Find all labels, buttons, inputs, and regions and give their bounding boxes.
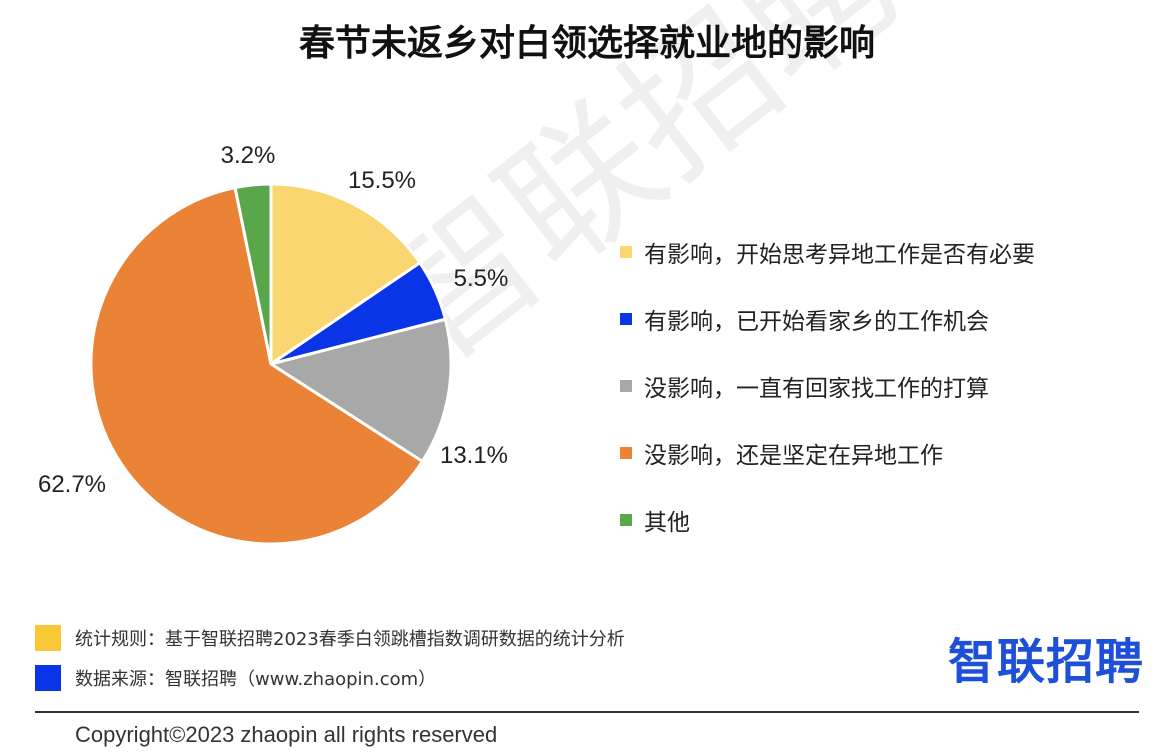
pie-chart: 15.5% 5.5% 13.1% 62.7% 3.2%: [38, 142, 509, 546]
legend-item-5: 其他: [620, 486, 1035, 553]
note-stat-rule-swatch: [35, 625, 61, 651]
note-data-source-swatch: [35, 665, 61, 691]
note-data-source: 数据来源：智联招聘（www.zhaopin.com）: [35, 663, 625, 693]
pie-slice-4: [89, 185, 425, 546]
legend-label-2: 有影响，已开始看家乡的工作机会: [644, 308, 989, 335]
legend-swatch-1: [620, 245, 632, 258]
pie-slice-1: [269, 182, 422, 367]
legend-item-2: 有影响，已开始看家乡的工作机会: [620, 285, 1035, 352]
note-stat-rule: 统计规则：基于智联招聘2023春季白领跳槽指数调研数据的统计分析: [35, 623, 625, 653]
note-data-source-text: 数据来源：智联招聘（www.zhaopin.com）: [75, 669, 437, 690]
legend-item-1: 有影响，开始思考异地工作是否有必要: [620, 218, 1035, 285]
legend-label-1: 有影响，开始思考异地工作是否有必要: [644, 241, 1035, 268]
legend-label-5: 其他: [644, 509, 690, 536]
legend-swatch-2: [620, 312, 632, 325]
legend-swatch-5: [620, 513, 632, 526]
slice-percent-label-1: 15.5%: [348, 167, 416, 194]
pie-slice-5: [233, 182, 273, 365]
legend-label-4: 没影响，还是坚定在异地工作: [644, 442, 943, 469]
footer-notes: 统计规则：基于智联招聘2023春季白领跳槽指数调研数据的统计分析 数据来源：智联…: [35, 623, 625, 703]
chart-title: 春节未返乡对白领选择就业地的影响: [298, 23, 875, 64]
pie-slice-3: [267, 317, 453, 464]
legend-swatch-3: [620, 379, 632, 392]
legend-label-3: 没影响，一直有回家找工作的打算: [644, 375, 989, 402]
slice-percent-label-4: 62.7%: [38, 471, 106, 498]
slice-percent-label-5: 3.2%: [221, 142, 276, 169]
footer-divider: [35, 711, 1139, 713]
legend-swatch-4: [620, 446, 632, 459]
note-stat-rule-text: 统计规则：基于智联招聘2023春季白领跳槽指数调研数据的统计分析: [75, 629, 625, 650]
chart-legend: 有影响，开始思考异地工作是否有必要 有影响，已开始看家乡的工作机会 没影响，一直有回…: [620, 218, 1035, 553]
slice-percent-label-2: 5.5%: [454, 265, 509, 292]
copyright-text: Copyright©2023 zhaopin all rights reserv…: [75, 722, 498, 747]
legend-item-4: 没影响，还是坚定在异地工作: [620, 419, 1035, 486]
slice-percent-label-3: 13.1%: [440, 442, 508, 469]
brand-logo: 智联招聘: [948, 634, 1145, 690]
legend-item-3: 没影响，一直有回家找工作的打算: [620, 352, 1035, 419]
